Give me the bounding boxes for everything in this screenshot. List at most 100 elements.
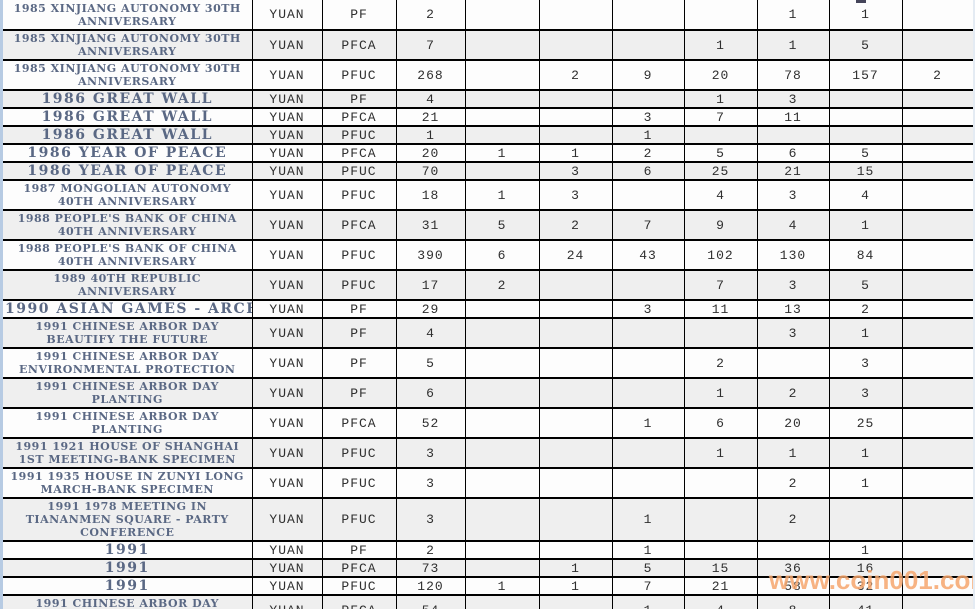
grade-count-cell-3 (611, 377, 685, 409)
grade-count-cell-3: 5 (611, 558, 685, 578)
grade-cell: PFUC (321, 161, 397, 181)
grade-count-cell-1 (464, 407, 540, 439)
grade-count-cell-6: 41 (828, 594, 903, 609)
total-count-cell: 73 (395, 558, 466, 578)
grade-count-cell-5: 1 (756, 0, 830, 31)
grade-count-cell-5: 13 (756, 299, 830, 319)
unit-cell: YUAN (251, 377, 323, 409)
unit-cell: YUAN (251, 299, 323, 319)
table-row: 1988 PEOPLE'S BANK OF CHINA 40TH ANNIVER… (3, 239, 974, 271)
grade-cell: PFCA (321, 29, 397, 61)
grade-count-cell-6: 32 (828, 576, 903, 596)
coin-census-table: 1985 XINJIANG AUTONOMY 30TH ANNIVERSARY Y… (3, 0, 974, 609)
table-row: 1991 1935 HOUSE IN ZUNYI LONG MARCH-BANK… (3, 467, 974, 499)
grade-count-cell-5: 1 (756, 437, 830, 469)
grade-count-cell-6: 4 (828, 179, 903, 211)
unit-cell: YUAN (251, 209, 323, 241)
unit-cell: YUAN (251, 125, 323, 145)
grade-count-cell-1 (464, 467, 540, 499)
grade-count-cell-4: 1 (683, 89, 758, 109)
grade-count-cell-1 (464, 377, 540, 409)
description-cell: 1989 40TH REPUBLIC ANNIVERSARY (3, 269, 253, 301)
grade-count-cell-6: 15 (828, 161, 903, 181)
description-cell: 1985 XINJIANG AUTONOMY 30TH ANNIVERSARY (3, 0, 253, 31)
description-cell: 1986 GREAT WALL (3, 125, 253, 145)
grade-count-cell-5: 3 (756, 179, 830, 211)
grade-count-cell-1 (464, 558, 540, 578)
grade-count-cell-2: 24 (538, 239, 613, 271)
grade-count-cell-1 (464, 299, 540, 319)
grade-count-cell-5: 11 (756, 107, 830, 127)
grade-count-cell-4 (683, 540, 758, 560)
table-row: 1991 CHINESE ARBOR DAY ENVIRONMENTAL PRO… (3, 347, 974, 379)
grade-count-cell-7 (901, 467, 974, 499)
table-row: 1991 1921 HOUSE OF SHANGHAI 1ST MEETING-… (3, 437, 974, 469)
grade-count-cell-5: 21 (756, 161, 830, 181)
grade-count-cell-5: 4 (756, 209, 830, 241)
grade-count-cell-4: 2 (683, 347, 758, 379)
grade-count-cell-6: 5 (828, 143, 903, 163)
grade-count-cell-7 (901, 161, 974, 181)
table-row: 1986 GREAT WALL YUAN PF 4 1 3 (3, 89, 974, 109)
description-cell: 1991 1978 MEETING IN TIANANMEN SQUARE - … (3, 497, 253, 542)
grade-count-cell-6: 84 (828, 239, 903, 271)
grade-count-cell-3: 9 (611, 59, 685, 91)
grade-count-cell-3: 7 (611, 576, 685, 596)
grade-count-cell-3 (611, 437, 685, 469)
grade-count-cell-1 (464, 594, 540, 609)
grade-count-cell-3 (611, 89, 685, 109)
grade-cell: PFUC (321, 179, 397, 211)
grade-count-cell-7 (901, 179, 974, 211)
description-cell: 1991 1935 HOUSE IN ZUNYI LONG MARCH-BANK… (3, 467, 253, 499)
table-row: 1991 CHINESE ARBOR DAY ENVIRONMENTAL PRO… (3, 594, 974, 609)
grade-count-cell-3: 43 (611, 239, 685, 271)
grade-cell: PF (321, 317, 397, 349)
total-count-cell: 3 (395, 497, 466, 542)
grade-count-cell-1: 6 (464, 239, 540, 271)
grade-cell: PFUC (321, 576, 397, 596)
grade-count-cell-1 (464, 347, 540, 379)
description-cell: 1991 CHINESE ARBOR DAY ENVIRONMENTAL PRO… (3, 594, 253, 609)
total-count-cell: 1 (395, 125, 466, 145)
grade-count-cell-3: 2 (611, 143, 685, 163)
grade-count-cell-5: 58 (756, 576, 830, 596)
total-count-cell: 3 (395, 437, 466, 469)
grade-count-cell-4: 1 (683, 377, 758, 409)
grade-count-cell-2: 3 (538, 179, 613, 211)
grade-count-cell-6: 1 (828, 467, 903, 499)
grade-cell: PFCA (321, 209, 397, 241)
grade-count-cell-7 (901, 143, 974, 163)
grade-count-cell-5 (756, 347, 830, 379)
grade-cell: PFUC (321, 497, 397, 542)
grade-count-cell-4: 20 (683, 59, 758, 91)
table-row: 1989 40TH REPUBLIC ANNIVERSARY YUAN PFUC 17… (3, 269, 974, 301)
grade-cell: PFCA (321, 107, 397, 127)
description-cell: 1986 GREAT WALL (3, 107, 253, 127)
unit-cell: YUAN (251, 576, 323, 596)
grade-count-cell-3: 1 (611, 497, 685, 542)
grade-count-cell-6: 3 (828, 377, 903, 409)
grade-count-cell-1: 1 (464, 576, 540, 596)
grade-cell: PFUC (321, 125, 397, 145)
description-cell: 1991 CHINESE ARBOR DAY ENVIRONMENTAL PRO… (3, 347, 253, 379)
total-count-cell: 70 (395, 161, 466, 181)
total-count-cell: 5 (395, 347, 466, 379)
unit-cell: YUAN (251, 0, 323, 31)
grade-count-cell-3 (611, 269, 685, 301)
total-count-cell: 31 (395, 209, 466, 241)
description-cell: 1991 1921 HOUSE OF SHANGHAI 1ST MEETING-… (3, 437, 253, 469)
total-count-cell: 7 (395, 29, 466, 61)
total-count-cell: 4 (395, 317, 466, 349)
grade-count-cell-5: 1 (756, 29, 830, 61)
table-row: 1985 XINJIANG AUTONOMY 30TH ANNIVERSARY Y… (3, 59, 974, 91)
watermark-text: www.coin001.com (769, 565, 975, 595)
description-cell: 1991 (3, 576, 253, 596)
grade-count-cell-2 (538, 540, 613, 560)
table-row: 1986 YEAR OF PEACE YUAN PFCA 20 1 1 2 5 6 5 (3, 143, 974, 163)
description-cell: 1991 CHINESE ARBOR DAY PLANTING (3, 407, 253, 439)
grade-count-cell-5 (756, 125, 830, 145)
grade-count-cell-1 (464, 161, 540, 181)
table-row: 1991 YUAN PFCA 73 1 5 15 36 16 (3, 558, 974, 578)
grade-count-cell-2: 2 (538, 59, 613, 91)
grade-count-cell-1 (464, 540, 540, 560)
